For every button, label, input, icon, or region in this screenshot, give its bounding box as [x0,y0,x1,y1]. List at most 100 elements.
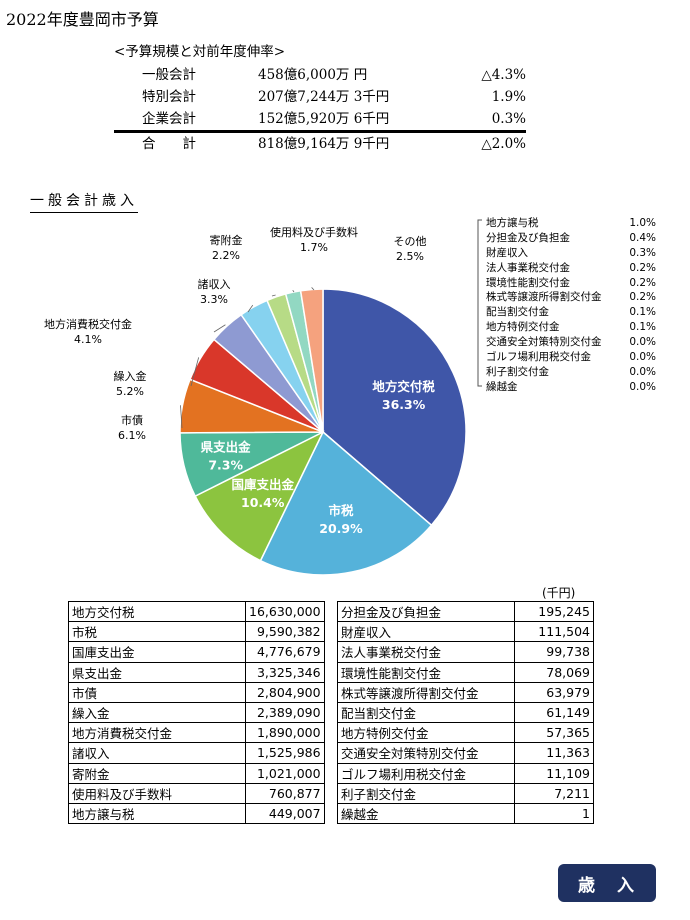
summary-pct: 0.3% [491,111,526,127]
table-cell-value: 449,007 [245,802,325,825]
table-cell-value: 1,890,000 [245,722,325,744]
table-cell-label: 地方交付税 [68,600,246,623]
table-cell-label: 地方特例交付金 [337,722,515,744]
others-item-label: 株式等譲渡所得割交付金 [486,291,602,304]
table-cell-label: 交通安全対策特別交付金 [337,742,515,764]
table-cell-label: 県支出金 [68,661,246,683]
table-cell-label: 利子割交付金 [337,782,515,804]
others-item-label: ゴルフ場利用税交付金 [486,351,591,364]
table-row: 地方特例交付金 57,365 [337,722,594,744]
summary-row: 一般会計 458億6,000万 円 △4.3% [114,64,526,86]
table-row: 財産収入 111,504 [337,621,594,643]
others-item-label: 利子割交付金 [486,365,549,378]
table-cell-label: 使用料及び手数料 [68,782,246,804]
others-item: 利子割交付金 0.0% [474,365,656,380]
page-title: 2022年度豊岡市予算 [6,10,159,29]
others-item-label: 地方譲与税 [486,217,539,229]
table-cell-value: 57,365 [514,722,594,744]
table-cell-label: 繰入金 [68,701,246,724]
leader-line [271,294,276,297]
table-cell-label: 国庫支出金 [68,641,246,663]
table-cell-label: 市債 [68,681,246,703]
others-item-label: 繰越金 [486,380,518,393]
slice-pct: 3.3% [200,293,228,306]
table-cell-value: 99,738 [514,641,594,663]
pie-leader-lines [180,287,315,429]
others-item-pct: 0.2% [629,291,656,304]
pie-slices [179,288,467,576]
table-row: 繰越金 1 [337,802,594,825]
others-item: 株式等譲渡所得割交付金 0.2% [474,290,656,305]
others-item-pct: 0.3% [629,246,656,259]
table-row: 市債 2,804,900 [68,681,325,703]
table-cell-value: 11,363 [514,742,594,764]
table-cell-label: 繰越金 [337,802,515,825]
table-row: 寄附金 1,021,000 [68,762,325,784]
others-item-pct: 1.0% [629,217,656,229]
others-list: 地方譲与税 1.0% 分担金及び負担金 0.4% 財産収入 0.3% 法人事業税交付金 0.2… [474,216,656,395]
slice-label: 諸収入 [198,277,231,291]
slice-pct: 6.1% [118,429,146,442]
leader-line [190,357,200,387]
others-item-label: 環境性能割交付金 [486,276,570,289]
table-cell-value: 4,776,679 [245,641,325,663]
slice-label: 寄附金 [210,233,243,247]
others-item: 地方譲与税 1.0% [474,216,656,231]
table-cell-value: 11,109 [514,762,594,784]
pie-slice [259,430,433,576]
table-row: 配当割交付金 61,149 [337,701,594,724]
slice-label: 県支出金 [201,439,252,454]
summary-pct: 1.9% [491,89,526,105]
summary-row: 特別会計 207億7,244万 3千円 1.9% [114,86,526,108]
others-item: 地方特例交付金 0.1% [474,320,656,335]
table-cell-label: 配当割交付金 [337,701,515,724]
slice-label: 使用料及び手数料 [270,225,358,239]
table-row: 繰入金 2,389,090 [68,701,325,724]
others-item-label: 法人事業税交付金 [486,261,570,274]
others-item: 繰越金 0.0% [474,380,656,395]
slice-label: 繰入金 [114,369,147,383]
others-item-pct: 0.0% [629,365,656,378]
table-row: 環境性能割交付金 78,069 [337,661,594,683]
pie-slice [322,288,467,527]
table-cell-value: 1,021,000 [245,762,325,784]
table-row: 国庫支出金 4,776,679 [68,641,325,663]
slice-label: 市税 [328,503,354,518]
table-row: 諸収入 1,525,986 [68,742,325,764]
table-row: 地方交付税 16,630,000 [68,600,325,623]
table-cell-label: 法人事業税交付金 [337,641,515,663]
others-item: 配当割交付金 0.1% [474,305,656,320]
table-cell-value: 2,804,900 [245,681,325,703]
table-row: ゴルフ場利用税交付金 11,109 [337,762,594,784]
others-item-pct: 0.0% [629,380,656,393]
others-item: 環境性能割交付金 0.2% [474,276,656,291]
pie-slice [299,288,324,433]
summary-label: 企業会計 [142,111,196,127]
slice-pct: 2.2% [212,249,240,262]
slice-pct: 10.4% [241,495,285,510]
table-cell-label: 分担金及び負担金 [337,600,515,623]
summary-heading: <予算規模と対前年度伸率> [114,44,286,60]
slice-pct: 20.9% [319,521,363,536]
table-cell-value: 7,211 [514,782,594,804]
slice-pct: 4.1% [74,333,102,346]
summary-amount: 207億7,244万 3千円 [258,89,390,105]
others-item-label: 分担金及び負担金 [486,231,570,244]
others-item-label: 配当割交付金 [486,306,549,319]
others-item-pct: 0.2% [629,276,656,289]
table-row: 法人事業税交付金 99,738 [337,641,594,663]
others-item-pct: 0.0% [629,336,656,349]
others-item-pct: 0.0% [629,351,656,364]
summary-pct: △4.3% [481,67,526,83]
leader-line [247,304,254,313]
others-item-label: 財産収入 [486,246,528,259]
leader-line [213,324,226,333]
summary-label: 一般会計 [142,67,196,83]
table-cell-label: 寄附金 [68,762,246,784]
table-cell-value: 111,504 [514,621,594,643]
table-row: 地方譲与税 449,007 [68,802,325,825]
table-cell-value: 16,630,000 [245,600,325,623]
slice-label: 市債 [121,413,143,427]
table-cell-label: 諸収入 [68,742,246,764]
summary-amount: 458億6,000万 円 [258,67,368,83]
